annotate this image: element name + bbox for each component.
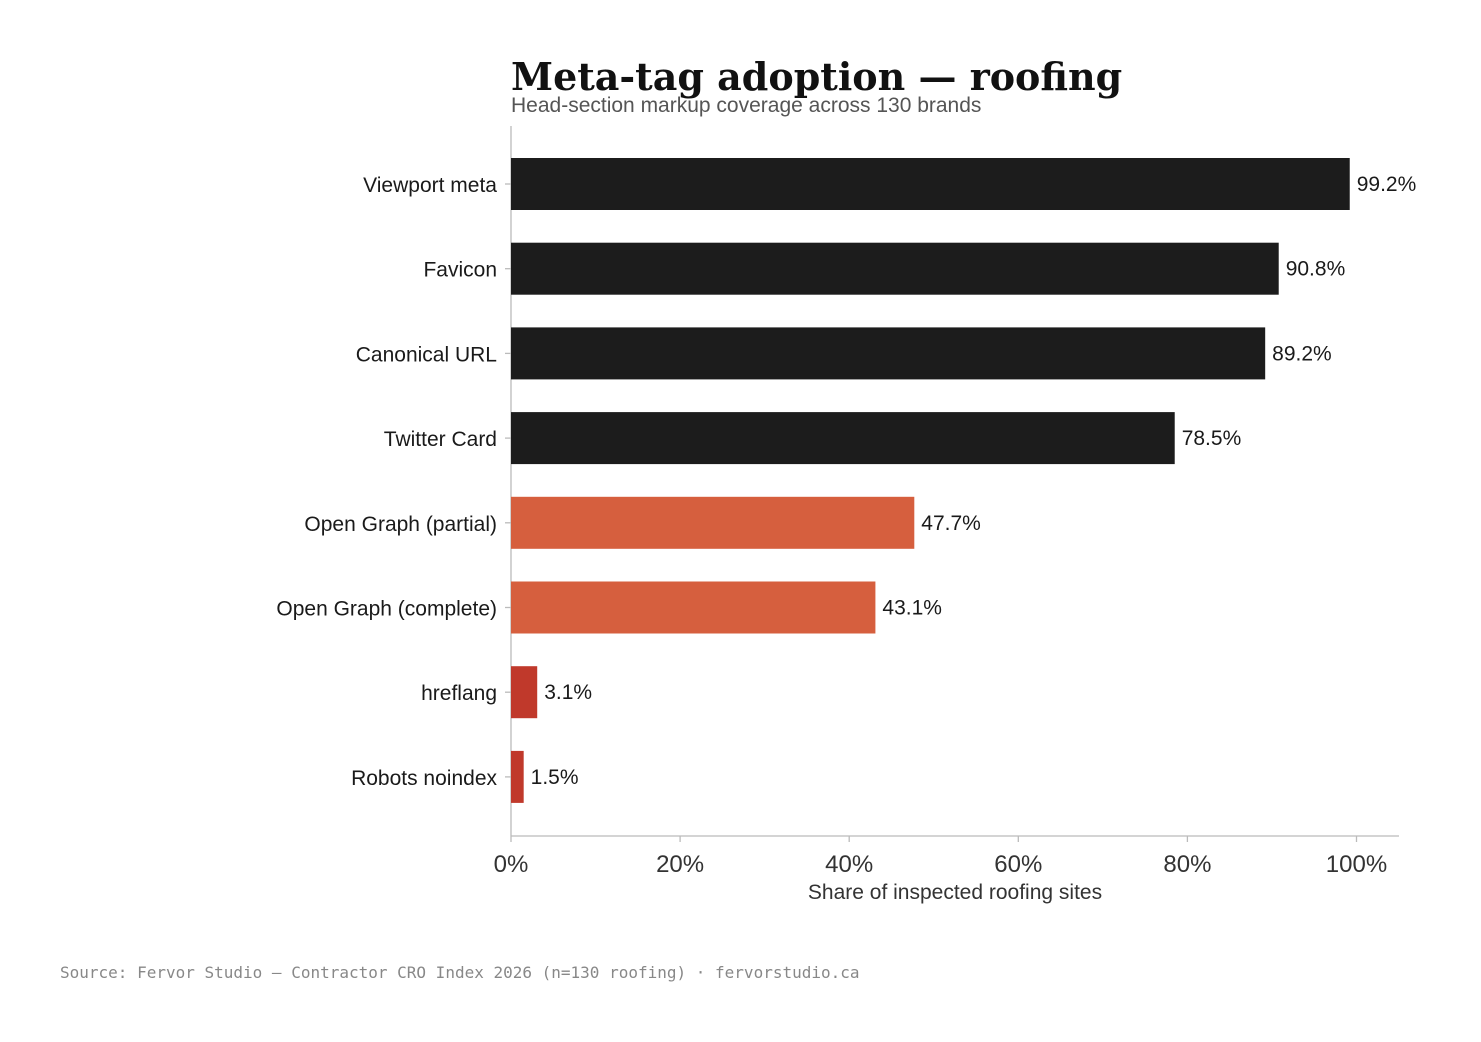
- x-axis-title: Share of inspected roofing sites: [808, 881, 1102, 904]
- x-tick-label: 40%: [825, 851, 873, 878]
- chart-title: Meta-tag adoption — roofing: [511, 54, 1122, 99]
- bar: [511, 158, 1350, 210]
- bar: [511, 750, 524, 803]
- source-note: Source: Fervor Studio — Contractor CRO I…: [60, 963, 860, 982]
- bar-value-label: 99.2%: [1357, 173, 1417, 196]
- category-label: hreflang: [421, 682, 497, 705]
- category-label: Open Graph (complete): [276, 598, 497, 621]
- bar-value-label: 43.1%: [882, 597, 942, 620]
- bar: [511, 242, 1279, 295]
- x-tick-label: 60%: [994, 851, 1042, 878]
- x-tick-label: 0%: [494, 851, 529, 878]
- x-tick-label: 20%: [656, 851, 704, 878]
- bar: [511, 666, 538, 719]
- category-label: Open Graph (partial): [304, 513, 497, 536]
- bar-value-label: 89.2%: [1272, 342, 1332, 365]
- bar-value-label: 90.8%: [1286, 258, 1346, 281]
- category-label: Twitter Card: [384, 428, 497, 451]
- x-tick-label: 80%: [1163, 851, 1211, 878]
- bar-value-label: 47.7%: [921, 512, 981, 535]
- chart-subtitle: Head-section markup coverage across 130 …: [511, 94, 981, 117]
- bar: [511, 412, 1175, 465]
- x-tick-label: 100%: [1326, 851, 1387, 878]
- bar: [511, 327, 1266, 380]
- category-label: Viewport meta: [363, 174, 497, 197]
- category-label: Robots noindex: [351, 767, 497, 790]
- bar-value-label: 3.1%: [544, 681, 592, 704]
- bar-value-label: 78.5%: [1182, 427, 1242, 450]
- category-label: Canonical URL: [356, 343, 497, 366]
- bar: [511, 496, 915, 549]
- bar-value-label: 1.5%: [531, 766, 579, 789]
- category-label: Favicon: [423, 259, 497, 282]
- bar: [511, 581, 876, 634]
- plot-area: 0% 20% 40% 60% 80% 100% Viewport meta 99.2% Favi…: [276, 126, 1416, 878]
